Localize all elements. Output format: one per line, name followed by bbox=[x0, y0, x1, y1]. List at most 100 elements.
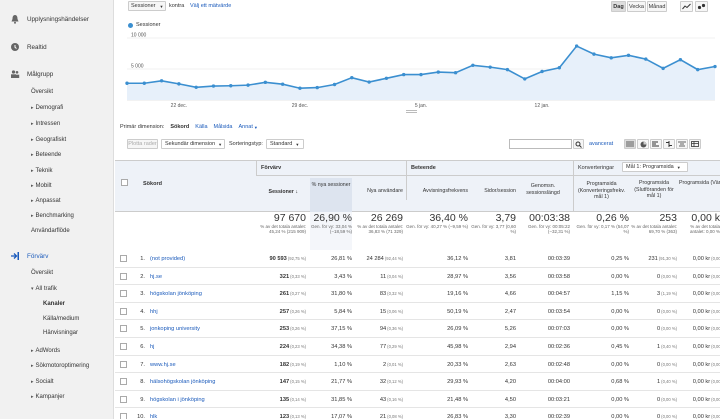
day-button[interactable]: Dag bbox=[611, 1, 626, 12]
sidebar-sub-kampanjer[interactable]: Kampanjer bbox=[31, 394, 65, 400]
col-nya-anvandare[interactable]: Nya användare bbox=[367, 188, 403, 194]
goal-select[interactable]: Mål 1: Programsida ▼ bbox=[622, 162, 688, 172]
table-row[interactable]: 8. hälsohögskolan jönköping 147(0,15 %) 21,… bbox=[115, 373, 720, 391]
chart-resize-handle[interactable] bbox=[406, 110, 417, 113]
month-button[interactable]: Månad bbox=[647, 1, 667, 12]
col-nya-pct[interactable]: % nya sessioner bbox=[310, 178, 352, 212]
sort-type-select[interactable]: Standard ▼ bbox=[266, 139, 304, 149]
row-keyword[interactable]: högskolan i jönköping bbox=[150, 396, 205, 403]
sidebar-item-realtid[interactable]: Realtid bbox=[10, 42, 47, 52]
row-keyword[interactable]: jonkoping university bbox=[150, 326, 200, 333]
dim-malsida[interactable]: Målsida bbox=[213, 124, 233, 130]
col-programsida-varde[interactable]: Programsida (Värde för mål 1) bbox=[679, 180, 720, 186]
pie-view-icon[interactable] bbox=[637, 139, 649, 149]
week-button[interactable]: Vecka bbox=[627, 1, 646, 12]
row-checkbox[interactable] bbox=[120, 378, 127, 386]
sidebar-sub-sokmotoroptimering[interactable]: Sökmotoroptimering bbox=[31, 363, 90, 369]
row-cell-np: 17,07 % bbox=[310, 414, 352, 419]
col-sidor-session[interactable]: Sidor/session bbox=[484, 188, 516, 194]
col-programsida-konv[interactable]: Programsida (Konverteringsfrekv. mål 1) bbox=[573, 176, 629, 212]
sidebar-sub-kanaler[interactable]: Kanaler bbox=[43, 301, 66, 307]
dim-annat[interactable]: Annat bbox=[238, 124, 253, 130]
sidebar-sub-mobilt[interactable]: Mobilt bbox=[31, 183, 52, 189]
cell-value: 50,19 % bbox=[447, 308, 468, 315]
row-checkbox[interactable] bbox=[120, 413, 127, 419]
table-row[interactable]: 9. högskolan i jönköping 135(0,14 %) 31,85 … bbox=[115, 391, 720, 409]
performance-view-icon[interactable] bbox=[650, 139, 662, 149]
choose-metric-link[interactable]: Välj ett mätvärde bbox=[190, 3, 232, 9]
sidebar-sub-hanvisningar[interactable]: Hänvisningar bbox=[43, 330, 79, 336]
sidebar-sub-oversikt[interactable]: Översikt bbox=[31, 89, 54, 95]
sidebar-sub-kalla-medium[interactable]: Källa/medium bbox=[43, 316, 80, 322]
table-row[interactable]: 1. (not provided) 90 593(92,75 %) 26,81 % 24… bbox=[115, 250, 720, 268]
col-avvisningsfrekvens[interactable]: Avvisningsfrekvens bbox=[406, 176, 468, 200]
sidebar-sub-adwords[interactable]: AdWords bbox=[31, 348, 61, 354]
dim-kalla[interactable]: Källa bbox=[195, 124, 208, 130]
row-checkbox[interactable] bbox=[120, 343, 127, 350]
cell-value: 1 bbox=[657, 379, 661, 386]
table-row[interactable]: 6. hj 224(0,23 %) 34,38 % 77(0,29 %) 45,98 % 2… bbox=[115, 338, 720, 356]
sidebar-sub-anvandarflode[interactable]: Användarflöde bbox=[31, 228, 70, 234]
sidebar-sub-all-trafik[interactable]: All trafik bbox=[31, 286, 57, 292]
plot-rows-button[interactable]: Plotta rader bbox=[127, 139, 158, 149]
row-cell-kf: 0,00 % bbox=[573, 397, 629, 403]
dim-sokord[interactable]: Sökord bbox=[170, 124, 190, 130]
pivot-view-icon[interactable] bbox=[689, 139, 701, 149]
x-tick-label: 12 jan. bbox=[535, 103, 550, 109]
row-checkbox[interactable] bbox=[120, 395, 127, 403]
select-all-checkbox[interactable] bbox=[121, 179, 128, 186]
advanced-link[interactable]: avancerat bbox=[589, 141, 614, 147]
sidebar-sub-beteende[interactable]: Beteende bbox=[31, 152, 62, 158]
col-sessioner[interactable]: Sessioner ↓ bbox=[256, 189, 298, 196]
table-row[interactable]: 2. hj.se 321(0,33 %) 3,43 % 11(0,04 %) 28,97 … bbox=[115, 268, 720, 286]
search-icon[interactable] bbox=[573, 139, 584, 149]
row-keyword[interactable]: högskolan jönköping bbox=[150, 291, 202, 298]
row-keyword[interactable]: hhj bbox=[150, 308, 158, 315]
metric-select[interactable]: Sessioner ▼ bbox=[128, 1, 166, 11]
col-sessioner-label: Sessioner bbox=[268, 189, 294, 195]
row-cell-s: 147(0,15 %) bbox=[256, 379, 306, 385]
row-keyword[interactable]: hälsohögskolan jönköping bbox=[150, 379, 216, 386]
sidebar-sub-anpassat[interactable]: Anpassat bbox=[31, 198, 61, 204]
row-checkbox[interactable] bbox=[120, 272, 127, 280]
row-keyword[interactable]: (not provided) bbox=[150, 256, 186, 262]
sidebar-sub-oversikt[interactable]: Översikt bbox=[31, 270, 54, 276]
line-chart-icon[interactable] bbox=[680, 1, 693, 12]
row-keyword[interactable]: hlk bbox=[150, 414, 158, 419]
row-checkbox[interactable] bbox=[120, 307, 127, 315]
table-row[interactable]: 4. hhj 257(0,26 %) 5,84 % 15(0,06 %) 50,19 % 2… bbox=[115, 303, 720, 321]
col-programsida-slutf[interactable]: Programsida (Slutföranden för mål 1) bbox=[634, 180, 674, 199]
col-sokord[interactable]: Sökord bbox=[143, 181, 162, 187]
table-row[interactable]: 10. hlk 123(0,13 %) 17,07 % 21(0,08 %) 26,83 … bbox=[115, 408, 720, 419]
row-keyword[interactable]: hj bbox=[150, 344, 155, 350]
sidebar-sub-socialt[interactable]: Socialt bbox=[31, 379, 54, 385]
row-checkbox[interactable] bbox=[120, 255, 127, 262]
sidebar-sub-teknik[interactable]: Teknik bbox=[31, 168, 53, 174]
sidebar-item-forvarv[interactable]: Förvärv bbox=[10, 251, 48, 261]
table-view-icon[interactable] bbox=[624, 139, 636, 149]
sidebar-item-upplysningshandelser[interactable]: Upplysningshändelser bbox=[10, 14, 89, 24]
row-keyword[interactable]: hj.se bbox=[150, 273, 163, 280]
table-row[interactable]: 3. högskolan jönköping 261(0,27 %) 31,80 % 8… bbox=[115, 285, 720, 303]
table-row[interactable]: 7. www.hj.se 182(0,19 %) 1,10 % 2(0,01 %) 20,… bbox=[115, 356, 720, 374]
row-checkbox[interactable] bbox=[120, 290, 127, 298]
table-search-input[interactable] bbox=[509, 139, 572, 149]
row-checkbox[interactable] bbox=[120, 360, 127, 368]
col-genomsn-sessionslangd[interactable]: Genomsn. sessionslängd bbox=[526, 183, 560, 196]
motion-chart-icon[interactable] bbox=[695, 1, 708, 12]
comparison-view-icon[interactable] bbox=[663, 139, 675, 149]
cell-value: 0 bbox=[657, 326, 661, 333]
sidebar-sub-geografiskt[interactable]: Geografiskt bbox=[31, 137, 67, 143]
secondary-dimension-select[interactable]: Sekundär dimension ▼ bbox=[161, 139, 225, 149]
y-tick-label: 10 000 bbox=[131, 33, 147, 39]
row-checkbox[interactable] bbox=[120, 325, 127, 333]
term-cloud-icon[interactable] bbox=[676, 139, 688, 149]
row-keyword[interactable]: www.hj.se bbox=[150, 361, 176, 368]
sidebar-item-malgrupp[interactable]: Målgrupp bbox=[10, 69, 53, 79]
cell-value: 5,84 % bbox=[334, 308, 352, 315]
sidebar-sub-demografi[interactable]: Demografi bbox=[31, 105, 64, 111]
total-value: 0,26 % bbox=[596, 212, 629, 224]
sidebar-sub-intressen[interactable]: Intressen bbox=[31, 121, 61, 127]
sidebar-sub-benchmarking[interactable]: Benchmarking bbox=[31, 213, 74, 219]
table-row[interactable]: 5. jonkoping university 253(0,26 %) 37,15 %… bbox=[115, 320, 720, 338]
